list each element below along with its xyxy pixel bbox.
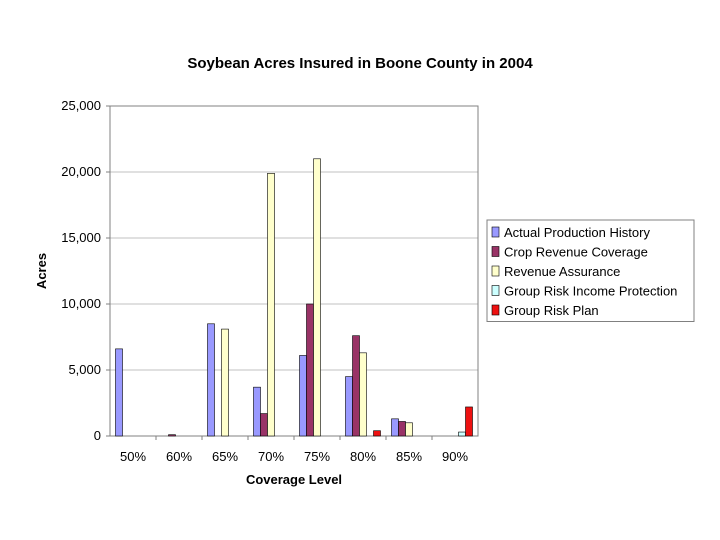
legend-label: Group Risk Plan <box>504 303 599 318</box>
legend-label: Actual Production History <box>504 225 650 240</box>
x-tick-label: 75% <box>304 449 330 464</box>
x-tick-label: 90% <box>442 449 468 464</box>
chart-title: Soybean Acres Insured in Boone County in… <box>187 55 533 72</box>
bar-revenue-assurance-70pct <box>267 173 275 437</box>
y-tick-label: 0 <box>94 428 101 443</box>
x-axis-title: Coverage Level <box>246 472 342 487</box>
y-tick-label: 5,000 <box>68 362 101 377</box>
bar-crop-revenue-coverage-60pct <box>168 434 176 437</box>
legend: Actual Production History Crop Revenue Co… <box>486 219 695 322</box>
bar-actual-production-history-75pct <box>299 355 307 437</box>
bar-group-risk-plan-80pct <box>373 430 381 437</box>
bar-crop-revenue-coverage-75pct <box>306 303 314 437</box>
bars <box>115 158 473 437</box>
legend-swatch <box>491 265 500 277</box>
gridlines <box>110 105 478 437</box>
bar-revenue-assurance-65pct <box>221 328 229 437</box>
x-tick-label: 85% <box>396 449 422 464</box>
bar-actual-production-history-80pct <box>345 376 353 437</box>
bar-revenue-assurance-75pct <box>313 158 321 437</box>
bar-actual-production-history-70pct <box>253 386 261 437</box>
legend-label: Group Risk Income Protection <box>504 284 677 299</box>
plot-area <box>109 105 479 437</box>
bar-revenue-assurance-85pct <box>405 422 413 437</box>
bar-crop-revenue-coverage-80pct <box>352 335 360 437</box>
x-tick-label: 60% <box>166 449 192 464</box>
legend-label: Revenue Assurance <box>504 264 620 279</box>
bar-crop-revenue-coverage-85pct <box>398 421 406 437</box>
legend-swatch <box>491 226 500 238</box>
x-tick-label: 70% <box>258 449 284 464</box>
bar-actual-production-history-50pct <box>115 348 123 437</box>
legend-swatch <box>491 246 500 257</box>
bar-revenue-assurance-80pct <box>359 352 367 437</box>
legend-label: Crop Revenue Coverage <box>504 245 648 260</box>
bar-group-risk-income-protection-90pct <box>458 431 466 437</box>
legend-swatch <box>491 304 500 316</box>
x-axis-ticks: 50% 60% 65% 70% 75% 80% 85% 90% <box>120 436 468 464</box>
y-tick-label: 25,000 <box>61 98 101 113</box>
y-tick-label: 15,000 <box>61 230 101 245</box>
bar-group-risk-plan-90pct <box>465 406 473 437</box>
x-tick-label: 50% <box>120 449 146 464</box>
y-tick-label: 10,000 <box>61 296 101 311</box>
x-tick-label: 65% <box>212 449 238 464</box>
x-tick-label: 80% <box>350 449 376 464</box>
y-axis-title: Acres <box>34 253 49 289</box>
legend-swatch <box>491 285 500 296</box>
bar-actual-production-history-65pct <box>207 323 215 437</box>
y-tick-label: 20,000 <box>61 164 101 179</box>
bar-actual-production-history-85pct <box>391 418 399 437</box>
bar-crop-revenue-coverage-70pct <box>260 413 268 437</box>
legend-frame <box>486 219 695 322</box>
y-axis-ticks: 0 5,000 10,000 15,000 20,000 25,000 <box>61 98 110 443</box>
